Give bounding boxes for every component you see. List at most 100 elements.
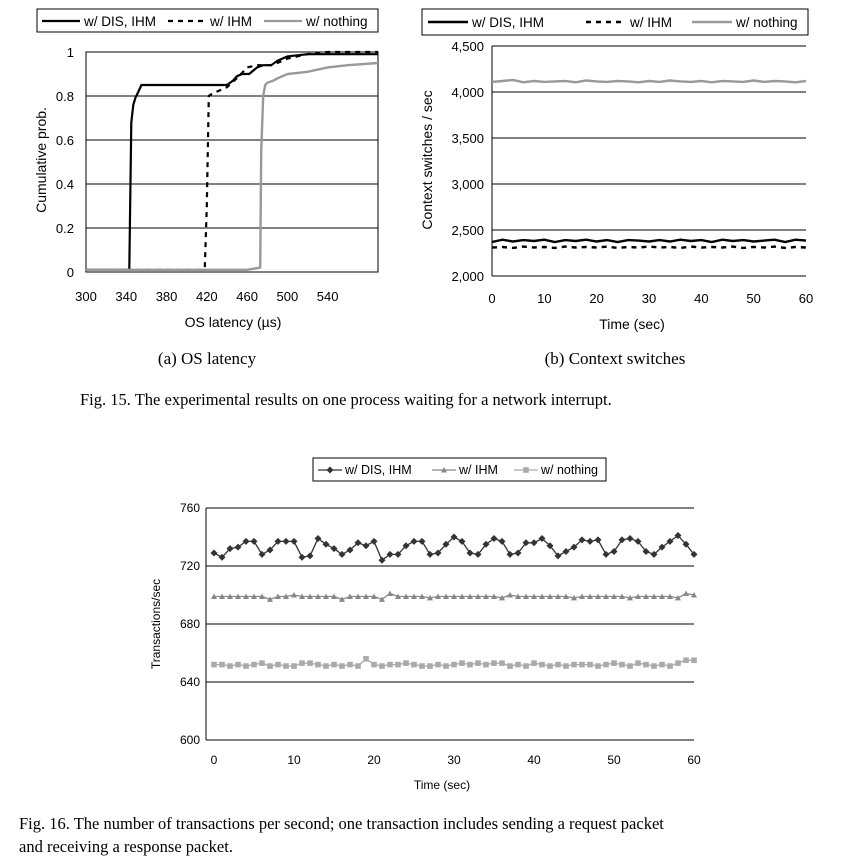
context-switches-chart: w/ DIS, IHM w/ IHM w/ nothing 2,000 2,500 3,… bbox=[419, 8, 813, 368]
data-point-w-dis-ihm bbox=[618, 536, 626, 544]
transactions-series bbox=[210, 532, 698, 669]
data-point-w-ihm bbox=[403, 593, 409, 599]
data-point-w-ihm bbox=[491, 593, 497, 599]
data-point-w-nothing bbox=[355, 663, 361, 669]
os-latency-legend: w/ DIS, IHM w/ IHM w/ nothing bbox=[42, 14, 368, 29]
data-point-w-dis-ihm bbox=[250, 537, 258, 545]
os-latency-x-axis-label: OS latency (µs) bbox=[185, 314, 282, 330]
x-tick-label: 50 bbox=[607, 753, 621, 767]
data-point-w-ihm bbox=[315, 593, 321, 599]
data-point-w-nothing bbox=[283, 663, 289, 669]
data-point-w-nothing bbox=[643, 661, 649, 668]
context-switches-series bbox=[491, 78, 807, 250]
data-point-w-dis-ihm bbox=[386, 550, 394, 558]
data-point-w-nothing bbox=[371, 661, 377, 668]
data-point-w-ihm bbox=[659, 593, 665, 599]
y-tick-label: 640 bbox=[180, 675, 200, 689]
data-point-w-dis-ihm bbox=[370, 537, 378, 545]
context-switches-legend-box bbox=[421, 8, 809, 36]
context-switches-tick-labels: 2,000 2,500 3,000 3,500 4,000 4,500 0 10 20 30 40 5… bbox=[451, 39, 813, 306]
legend-marker-w-nothing bbox=[523, 467, 529, 473]
legend-label-w-dis-ihm: w/ DIS, IHM bbox=[344, 463, 412, 477]
legend-label-w-nothing: w/ nothing bbox=[305, 14, 368, 29]
y-tick-label: 0.2 bbox=[56, 221, 74, 236]
data-point-w-dis-ihm bbox=[402, 542, 410, 550]
data-point-w-ihm bbox=[419, 593, 425, 599]
data-point-w-ihm bbox=[603, 593, 609, 599]
x-tick-label: 50 bbox=[746, 291, 760, 306]
os-latency-plot-area bbox=[85, 51, 379, 273]
context-switches-legend: w/ DIS, IHM w/ IHM w/ nothing bbox=[428, 15, 798, 30]
x-tick-label: 10 bbox=[287, 753, 301, 767]
x-tick-label: 10 bbox=[537, 291, 551, 306]
data-point-w-ihm bbox=[643, 593, 649, 599]
series-line-w-ihm bbox=[491, 245, 807, 250]
data-point-w-nothing bbox=[435, 661, 441, 668]
data-point-w-nothing bbox=[659, 661, 665, 668]
data-point-w-nothing bbox=[363, 656, 369, 662]
x-tick-label: 380 bbox=[156, 289, 178, 304]
data-point-w-nothing bbox=[315, 661, 321, 668]
data-point-w-nothing bbox=[339, 663, 345, 669]
x-tick-label: 0 bbox=[488, 291, 495, 306]
data-point-w-dis-ihm bbox=[570, 543, 578, 551]
data-point-w-nothing bbox=[467, 661, 473, 668]
os-latency-series bbox=[86, 50, 379, 271]
data-point-w-dis-ihm bbox=[506, 550, 514, 558]
data-point-w-ihm bbox=[667, 593, 673, 599]
data-point-w-dis-ihm bbox=[218, 553, 226, 561]
data-point-w-dis-ihm bbox=[322, 540, 330, 548]
data-point-w-dis-ihm bbox=[242, 537, 250, 545]
data-point-w-ihm bbox=[675, 594, 681, 601]
data-point-w-nothing bbox=[563, 663, 569, 669]
x-tick-label: 460 bbox=[236, 289, 258, 304]
legend-marker-w-ihm bbox=[441, 467, 447, 473]
transactions-chart: w/ DIS, IHM w/ IHM w/ nothing 600640680720… bbox=[149, 457, 701, 792]
data-point-w-ihm bbox=[299, 593, 305, 599]
context-switches-subcaption: (b) Context switches bbox=[545, 349, 686, 368]
data-point-w-dis-ihm bbox=[538, 534, 546, 542]
data-point-w-ihm bbox=[635, 593, 641, 599]
y-tick-label: 600 bbox=[180, 733, 200, 747]
data-point-w-nothing bbox=[691, 657, 697, 664]
data-point-w-dis-ihm bbox=[410, 537, 418, 545]
context-switches-y-axis-label: Context switches / sec bbox=[419, 90, 435, 229]
data-point-w-ihm bbox=[555, 593, 561, 599]
data-point-w-ihm bbox=[579, 593, 585, 599]
data-point-w-nothing bbox=[555, 661, 561, 668]
data-point-w-nothing bbox=[451, 661, 457, 668]
x-tick-label: 30 bbox=[642, 291, 656, 306]
data-point-w-ihm bbox=[307, 593, 313, 599]
data-point-w-dis-ihm bbox=[298, 553, 306, 561]
data-point-w-ihm bbox=[523, 593, 529, 599]
context-switches-x-axis-label: Time (sec) bbox=[599, 316, 665, 332]
data-point-w-nothing bbox=[267, 663, 273, 669]
data-point-w-dis-ihm bbox=[562, 548, 570, 555]
data-point-w-dis-ihm bbox=[666, 537, 674, 545]
transactions-tick-labels: 600 640 680 720 760 0 10 20 30 40 50 60 bbox=[180, 501, 701, 767]
data-point-w-ihm bbox=[379, 596, 385, 602]
data-point-w-dis-ihm bbox=[626, 534, 634, 542]
data-point-w-ihm bbox=[347, 593, 353, 599]
data-point-w-nothing bbox=[531, 660, 537, 666]
y-tick-label: 0 bbox=[67, 265, 74, 280]
data-point-w-dis-ihm bbox=[426, 550, 434, 558]
data-point-w-dis-ihm bbox=[394, 550, 402, 558]
os-latency-legend-box bbox=[36, 8, 379, 33]
y-tick-label: 4,000 bbox=[451, 85, 484, 100]
data-point-w-ihm bbox=[611, 593, 617, 599]
data-point-w-dis-ihm bbox=[578, 536, 586, 544]
data-point-w-nothing bbox=[419, 663, 425, 669]
series-line-w-dis-ihm bbox=[491, 238, 807, 244]
data-point-w-dis-ihm bbox=[650, 550, 658, 558]
y-tick-label: 4,500 bbox=[451, 39, 484, 54]
data-point-w-dis-ihm bbox=[450, 533, 458, 541]
data-point-w-dis-ihm bbox=[346, 546, 354, 554]
fig16-caption-line-1: Fig. 16. The number of transactions per … bbox=[19, 814, 664, 833]
data-point-w-nothing bbox=[651, 663, 657, 669]
transactions-y-axis-label: Transactions/sec bbox=[149, 579, 163, 669]
y-tick-label: 720 bbox=[180, 559, 200, 573]
legend-label-w-ihm: w/ IHM bbox=[209, 14, 252, 29]
data-point-w-dis-ihm bbox=[594, 536, 602, 544]
data-point-w-dis-ihm bbox=[306, 552, 314, 560]
